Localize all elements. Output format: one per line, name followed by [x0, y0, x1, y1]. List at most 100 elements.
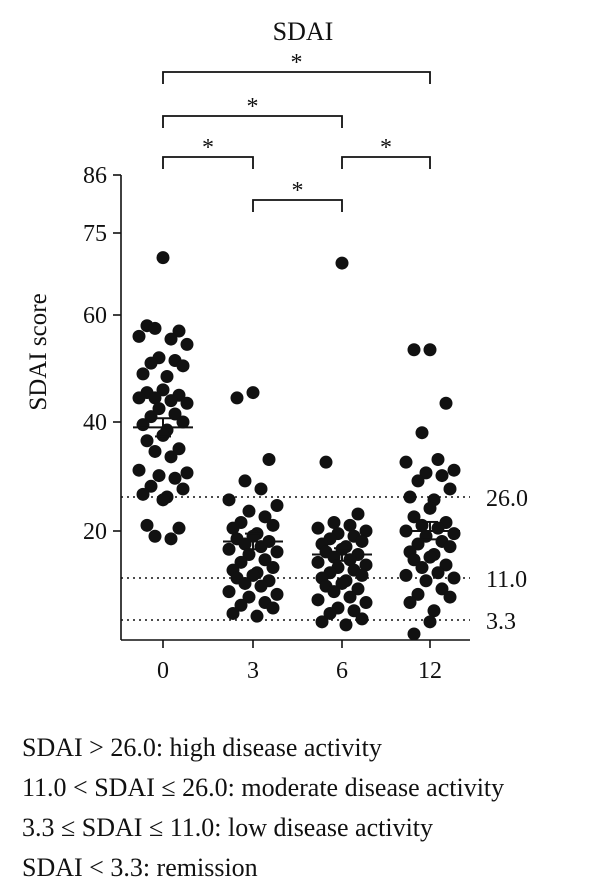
- data-point: [403, 596, 417, 610]
- significance-label: *: [202, 135, 214, 161]
- significance-bracket: [162, 71, 431, 84]
- data-point: [443, 590, 457, 604]
- x-tick-label: 12: [418, 658, 442, 684]
- chart-title: SDAI: [273, 17, 334, 46]
- data-point: [415, 426, 429, 440]
- data-point: [176, 415, 190, 429]
- data-point: [315, 615, 329, 629]
- data-point: [172, 324, 186, 338]
- data-point: [327, 516, 341, 529]
- data-point: [270, 499, 284, 512]
- data-point: [439, 396, 453, 410]
- data-point: [242, 504, 256, 518]
- data-point: [180, 396, 194, 410]
- data-point: [415, 561, 429, 575]
- data-point: [435, 469, 449, 483]
- y-tick-label: 60: [83, 303, 107, 329]
- x-tick-label: 3: [247, 658, 259, 684]
- data-point: [176, 359, 190, 373]
- data-point: [238, 474, 252, 488]
- data-point: [407, 627, 421, 641]
- legend-line-remission: SDAI < 3.3: remission: [22, 853, 258, 882]
- data-point: [266, 561, 280, 575]
- data-point: [136, 418, 150, 432]
- significance-label: *: [247, 94, 259, 120]
- data-point: [148, 391, 162, 405]
- data-point: [258, 510, 272, 524]
- data-point: [254, 579, 268, 593]
- data-point: [164, 532, 178, 546]
- data-point: [144, 410, 158, 424]
- data-point: [132, 329, 146, 343]
- data-point: [419, 574, 433, 588]
- data-point: [343, 590, 357, 604]
- data-point: [168, 471, 182, 485]
- data-point: [355, 612, 369, 626]
- y-tick-label: 20: [83, 519, 107, 545]
- data-point: [226, 521, 240, 535]
- data-point: [160, 370, 174, 384]
- data-point: [355, 568, 369, 582]
- data-point: [266, 601, 280, 615]
- data-point: [335, 576, 349, 590]
- sdai-chart: SDAI SDAI score *** ** 26.011.03.3 204060…: [25, 17, 528, 684]
- data-points: [132, 251, 461, 641]
- data-point: [447, 463, 461, 477]
- data-point: [343, 518, 357, 532]
- significance-label: *: [291, 50, 303, 76]
- data-point: [262, 453, 276, 466]
- data-point: [164, 332, 178, 346]
- data-point: [423, 615, 437, 629]
- significance-bracket: [252, 199, 343, 212]
- y-axis-label: SDAI score: [25, 293, 52, 410]
- legend-line-high: SDAI > 26.0: high disease activity: [22, 733, 382, 762]
- threshold-lines: 26.0 11.0 3.3: [121, 486, 528, 635]
- data-point: [140, 518, 154, 532]
- significance-bracket: [341, 156, 431, 169]
- data-point: [351, 582, 365, 596]
- data-point: [319, 455, 333, 469]
- data-point: [156, 383, 170, 397]
- disease-activity-legend: SDAI > 26.0: high disease activity 11.0 …: [22, 728, 592, 888]
- data-point: [144, 356, 158, 370]
- data-point: [250, 609, 264, 623]
- data-point: [242, 548, 256, 561]
- data-point: [156, 493, 170, 507]
- y-tick-label: 40: [83, 410, 107, 436]
- data-point: [246, 386, 260, 400]
- data-point: [148, 529, 162, 543]
- data-point: [168, 407, 182, 421]
- data-point: [407, 343, 421, 357]
- significance-bracket: [162, 115, 343, 128]
- x-tick-label: 6: [336, 658, 348, 684]
- data-point: [234, 555, 248, 569]
- data-point: [335, 256, 349, 270]
- data-point: [311, 521, 325, 535]
- data-point: [407, 510, 421, 524]
- threshold-label: 3.3: [486, 609, 516, 635]
- data-point: [355, 534, 369, 548]
- data-point: [136, 367, 150, 381]
- legend-line-low: 3.3 ≤ SDAI ≤ 11.0: low disease activity: [22, 813, 434, 842]
- data-point: [359, 524, 373, 538]
- data-point: [311, 593, 325, 607]
- data-point: [431, 521, 445, 535]
- data-point: [447, 527, 461, 541]
- data-point: [347, 604, 361, 618]
- data-point: [435, 582, 449, 596]
- data-point: [443, 482, 457, 496]
- data-point: [234, 598, 248, 612]
- data-point: [351, 507, 365, 521]
- data-point: [156, 251, 170, 265]
- data-point: [164, 394, 178, 408]
- data-point: [327, 585, 341, 599]
- data-point: [222, 585, 236, 599]
- data-point: [419, 466, 433, 480]
- data-point: [144, 479, 158, 493]
- data-point: [399, 455, 413, 469]
- data-point: [152, 402, 166, 416]
- data-point: [407, 553, 421, 567]
- data-point: [140, 434, 154, 448]
- data-point: [339, 618, 353, 632]
- data-point: [359, 596, 373, 610]
